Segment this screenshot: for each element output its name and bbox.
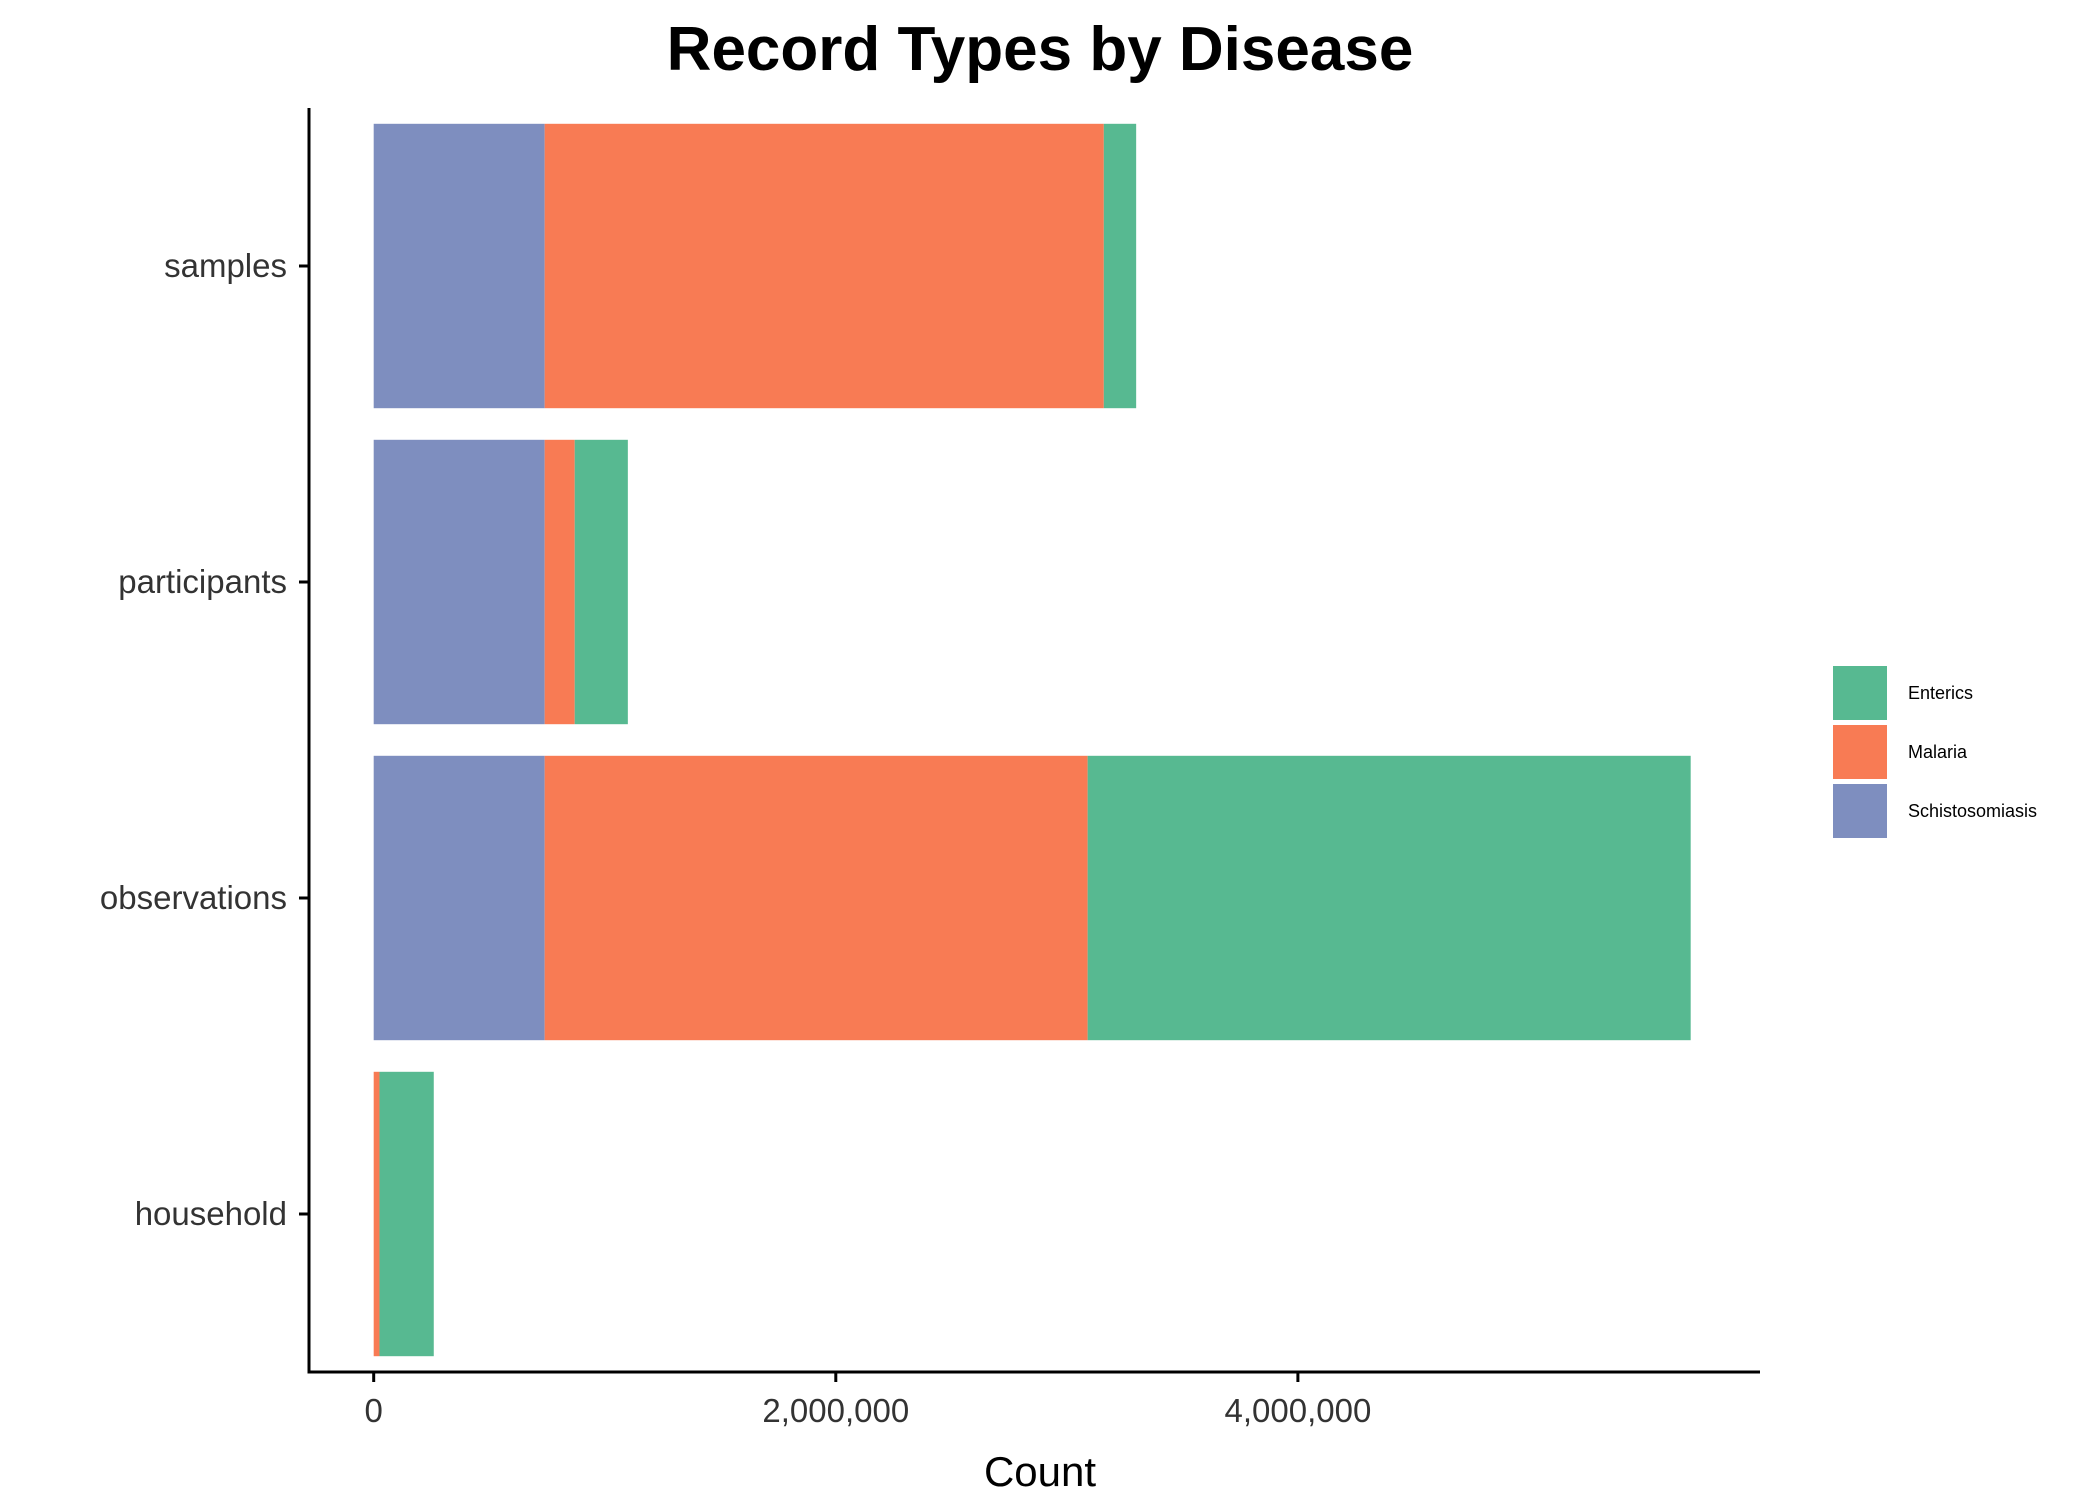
y-axis-ticks: household observations participants samples bbox=[100, 247, 309, 1232]
x-axis-ticks: 0 2,000,000 4,000,000 bbox=[365, 1372, 1371, 1429]
chart-title: Record Types by Disease bbox=[667, 15, 1414, 84]
axes-group bbox=[307, 108, 1760, 1374]
bar-household-enterics bbox=[379, 1071, 434, 1357]
legend-key-schistosomiasis bbox=[1833, 784, 1887, 838]
x-axis-label: Count bbox=[984, 1448, 1096, 1495]
y-tick-label-household: household bbox=[135, 1195, 287, 1232]
legend-key-malaria bbox=[1833, 725, 1887, 779]
bar-participants-enterics bbox=[574, 439, 628, 725]
bar-observations-schistosomiasis bbox=[373, 755, 545, 1041]
y-tick-label-samples: samples bbox=[164, 247, 287, 284]
y-tick-label-observations: observations bbox=[100, 879, 287, 916]
bars-group bbox=[373, 123, 1691, 1357]
bar-household-malaria bbox=[373, 1071, 380, 1357]
legend-label-enterics: Enterics bbox=[1908, 683, 1973, 703]
legend-label-malaria: Malaria bbox=[1908, 742, 1968, 762]
bar-samples-enterics bbox=[1103, 123, 1137, 409]
legend-label-schistosomiasis: Schistosomiasis bbox=[1908, 801, 2037, 821]
bar-observations-enterics bbox=[1087, 755, 1691, 1041]
y-tick-label-participants: participants bbox=[118, 563, 287, 600]
legend: Enterics Malaria Schistosomiasis bbox=[1833, 666, 2037, 838]
bar-samples-malaria bbox=[544, 123, 1104, 409]
legend-key-enterics bbox=[1833, 666, 1887, 720]
bar-observations-malaria bbox=[544, 755, 1088, 1041]
bar-participants-malaria bbox=[544, 439, 575, 725]
bar-samples-schistosomiasis bbox=[373, 123, 545, 409]
x-tick-label-0: 0 bbox=[365, 1392, 383, 1429]
bar-participants-schistosomiasis bbox=[373, 439, 545, 725]
x-tick-label-1: 2,000,000 bbox=[762, 1392, 909, 1429]
x-tick-label-2: 4,000,000 bbox=[1224, 1392, 1371, 1429]
